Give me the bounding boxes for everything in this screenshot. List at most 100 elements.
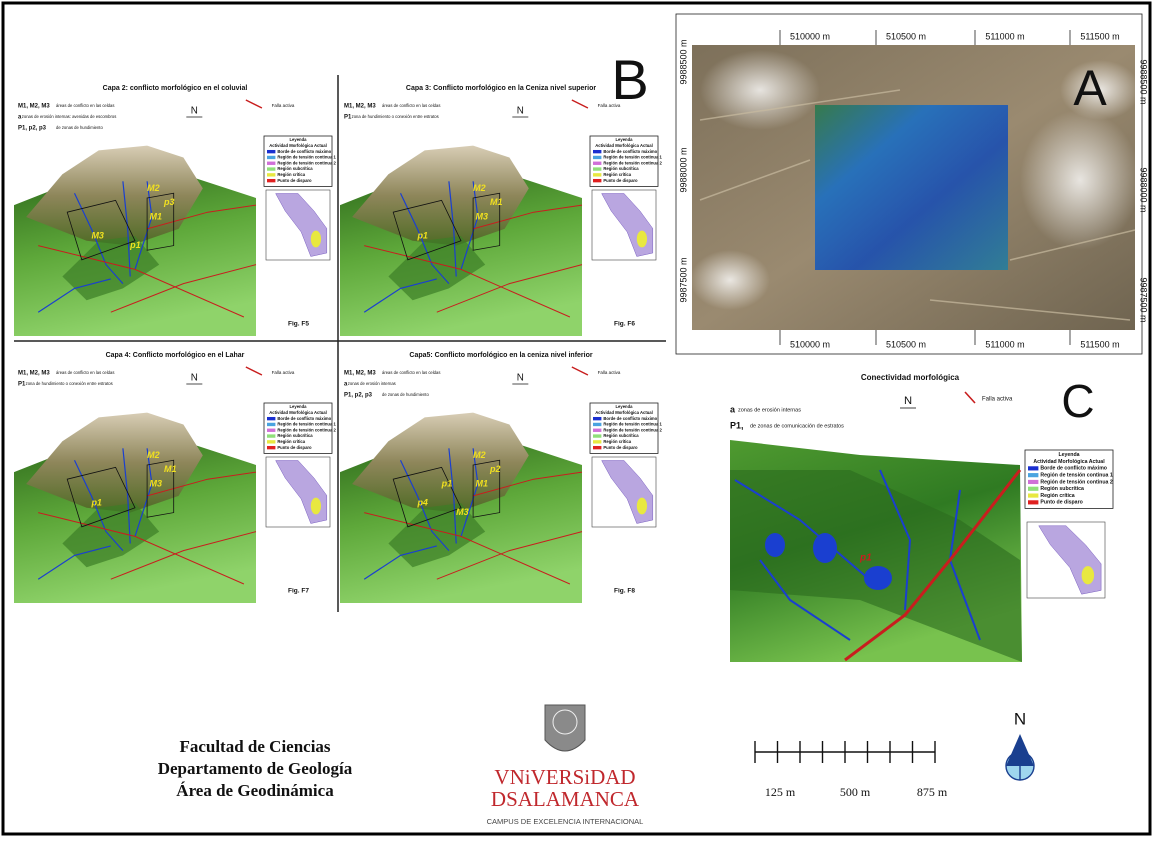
legend-swatch: [593, 150, 601, 153]
crest: [545, 705, 585, 751]
legend-label: Región de tensión continua 2: [277, 427, 336, 432]
legend-title: Leyenda: [1058, 452, 1079, 458]
legend-label: Región subcrítica: [1040, 486, 1084, 492]
note-key: M1, M2, M3: [344, 104, 376, 110]
cloud: [690, 250, 770, 310]
map-label: M2: [147, 183, 160, 193]
legend-label: Borde de conflicto máximo: [277, 149, 331, 154]
y-coordinate: 9988500 m: [678, 39, 688, 84]
legend-label: Región de tensión continua 2: [603, 160, 662, 165]
legend-label: Región de tensión continua 1: [1040, 473, 1112, 479]
legend-subtitle: Actividad Morfológica Actual: [595, 410, 653, 415]
map-label: p1: [416, 230, 428, 240]
note-key: M1, M2, M3: [18, 371, 50, 377]
legend-swatch: [593, 429, 601, 432]
legend-swatch: [1028, 466, 1038, 470]
legend-label: Borde de conflicto máximo: [603, 149, 657, 154]
legend-label: Región de tensión continua 2: [277, 160, 336, 165]
figure-title: Capa5: Conflicto morfológico en la ceniz…: [409, 352, 592, 359]
legend-label: Región de tensión continua 2: [1040, 479, 1112, 485]
legend-label: Región de tensión continua 1: [277, 155, 336, 160]
map-label: M2: [147, 450, 160, 460]
legend-title: Leyenda: [290, 137, 308, 142]
y-coordinate: 9987500 m: [678, 257, 688, 302]
fault-label: Falla activa: [598, 370, 621, 375]
figure-number: Fig. F8: [614, 588, 635, 595]
legend-swatch: [267, 173, 275, 176]
note-text: zona de hundimiento o conexión entre est…: [26, 381, 113, 386]
x-coordinate: 511500 m: [1080, 339, 1119, 349]
note-key: P1, p2, p3: [344, 393, 373, 399]
x-coordinate: 510000 m: [790, 31, 830, 41]
x-coordinate: 510000 m: [790, 339, 830, 349]
map-label: M2: [473, 183, 486, 193]
legend-swatch: [267, 446, 275, 449]
note-text: áreas de conflicto en las celdas: [56, 103, 114, 108]
legend-swatch: [267, 150, 275, 153]
legend-swatch: [1028, 487, 1038, 491]
legend-label: Borde de conflicto máximo: [1040, 466, 1107, 472]
legend-swatch: [593, 167, 601, 170]
fault-label: Falla activa: [982, 397, 1013, 403]
x-coordinate: 511500 m: [1080, 31, 1119, 41]
map-label: p4: [416, 497, 428, 507]
legend-swatch: [267, 167, 275, 170]
note-key: P1,: [730, 420, 744, 430]
legend-label: Región de tensión continua 1: [277, 422, 336, 427]
legend-swatch: [267, 417, 275, 420]
mini-map-spot: [637, 498, 647, 515]
erosion-zone: [765, 533, 785, 557]
legend-label: Región crítica: [1040, 493, 1074, 499]
note-key: P1, p2, p3: [18, 126, 47, 132]
legend-label: Región de tensión continua 1: [603, 155, 662, 160]
legend-swatch: [267, 156, 275, 159]
legend-swatch: [267, 434, 275, 437]
legend-swatch: [593, 434, 601, 437]
note-text: de zonas de comunicación de estratos: [750, 423, 844, 429]
y-coordinate: 9988000 m: [1139, 167, 1149, 212]
legend-subtitle: Actividad Morfológica Actual: [269, 410, 327, 415]
note-text: áreas de conflicto en las celdas: [382, 370, 440, 375]
figure-title: Capa 3: Conflicto morfológico en la Ceni…: [406, 85, 596, 92]
north-label: N: [517, 372, 524, 383]
figure-number: Fig. F6: [614, 321, 635, 328]
mini-map-spot: [311, 498, 321, 515]
legend-label: Borde de conflicto máximo: [277, 416, 331, 421]
legend-swatch: [593, 446, 601, 449]
legend-swatch: [593, 156, 601, 159]
legend-label: Punto de disparo: [277, 178, 312, 183]
legend-swatch: [593, 417, 601, 420]
panel-letter: B: [611, 48, 648, 111]
legend-swatch: [593, 179, 601, 182]
x-coordinate: 510500 m: [886, 339, 926, 349]
note-text: áreas de conflicto en las celdas: [382, 103, 440, 108]
map-label: M3: [91, 230, 104, 240]
map-label: p1: [859, 553, 872, 564]
university-name: DSALAMANCA: [491, 787, 640, 811]
poster: BCapa 2: conflicto morfológico en el col…: [0, 0, 1153, 837]
map-label: M3: [150, 478, 163, 488]
faculty-line: Departamento de Geología: [158, 759, 353, 778]
note-text: de zonas de hundimiento: [382, 392, 429, 397]
erosion-zone: [813, 533, 837, 563]
note-text: zonas de erosión internas: [738, 407, 801, 413]
figure-number: Fig. F7: [288, 588, 309, 595]
x-coordinate: 510500 m: [886, 31, 926, 41]
legend-title: Leyenda: [616, 137, 634, 142]
map-label: M1: [164, 464, 177, 474]
legend-subtitle: Actividad Morfológica Actual: [595, 143, 653, 148]
map-label: M3: [476, 211, 489, 221]
campus-label: CAMPUS DE EXCELENCIA INTERNACIONAL: [487, 817, 644, 826]
y-coordinate: 9988000 m: [678, 147, 688, 192]
figure-number: Fig. F5: [288, 321, 309, 328]
fault-label: Falla activa: [598, 103, 621, 108]
legend-label: Región subcrítica: [277, 433, 313, 438]
faculty-line: Facultad de Ciencias: [179, 737, 330, 756]
legend-subtitle: Actividad Morfológica Actual: [1033, 459, 1105, 465]
note-key: M1, M2, M3: [18, 104, 50, 110]
legend-title: Leyenda: [290, 404, 308, 409]
legend-swatch: [1028, 493, 1038, 497]
legend-label: Región de tensión continua 2: [603, 427, 662, 432]
y-coordinate: 9987500 m: [1139, 277, 1149, 322]
note-text: de zonas de hundimiento: [56, 125, 103, 130]
